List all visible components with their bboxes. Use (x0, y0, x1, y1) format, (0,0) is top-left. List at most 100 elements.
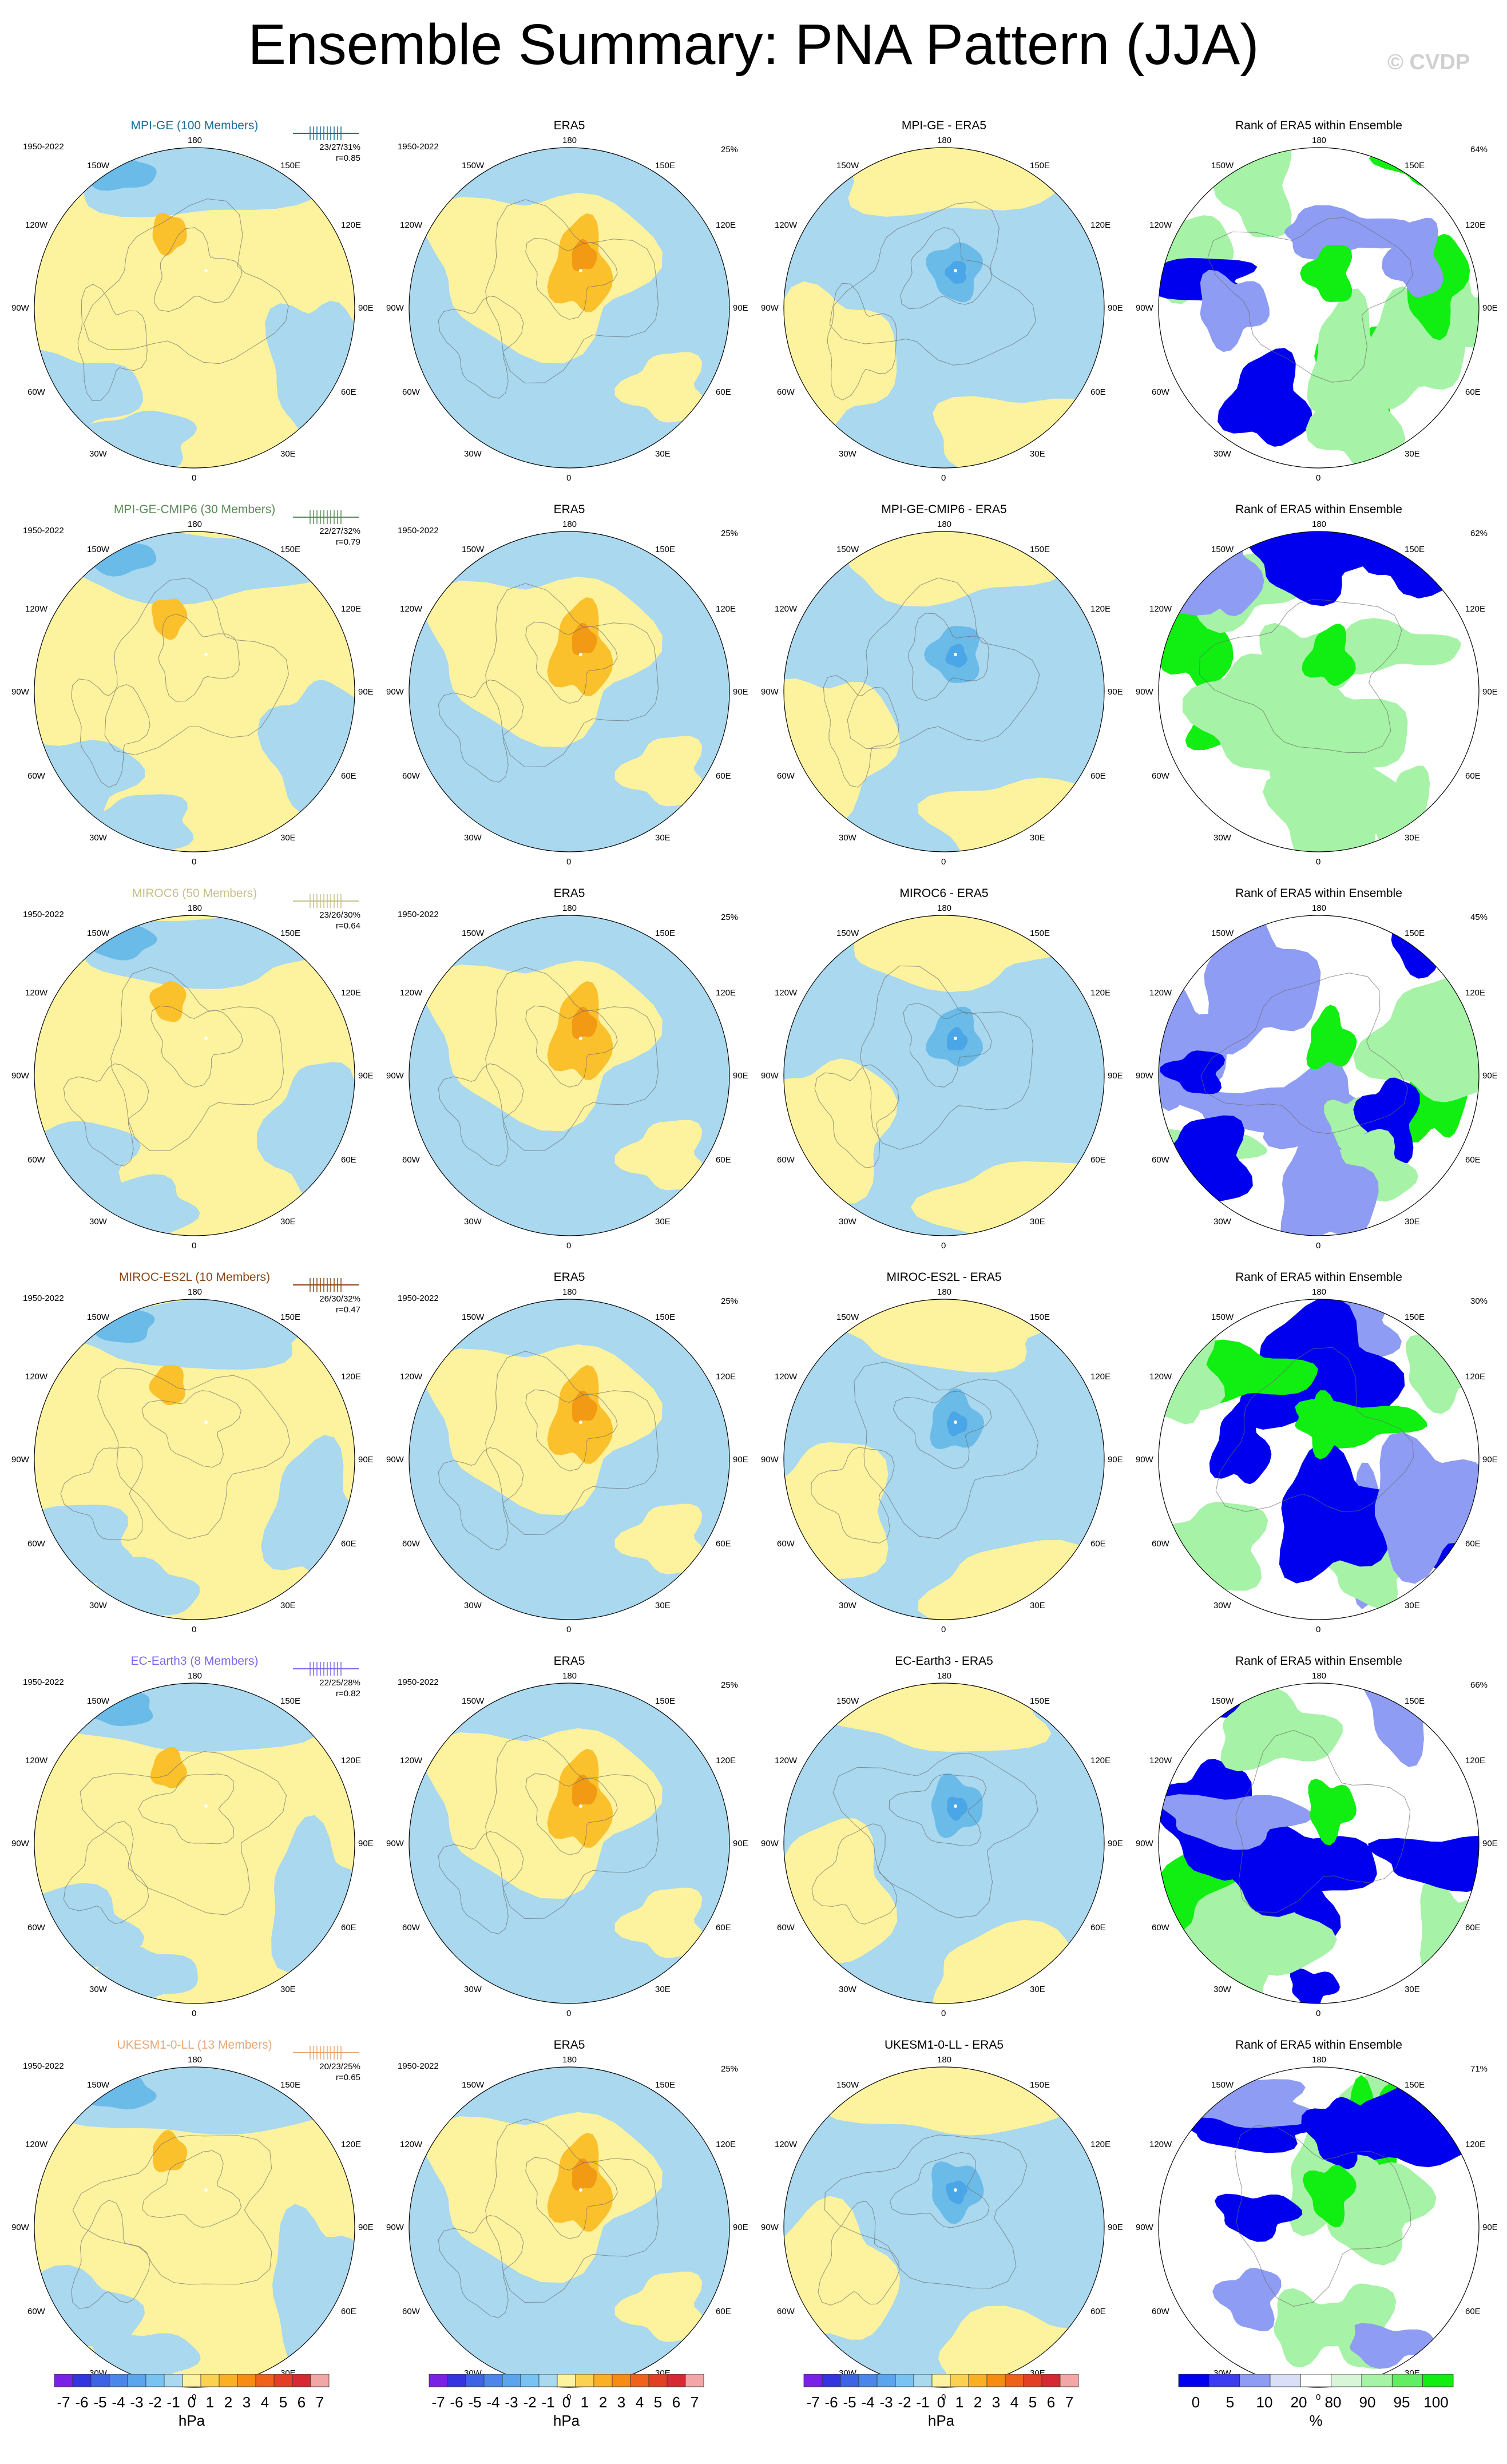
map-label-upper-left-1: 150W (836, 1312, 859, 1322)
colorbar-tick-label: -2 (148, 2394, 161, 2411)
period-label: 1950-2022 (398, 2061, 439, 2071)
coastline-layer (63, 1751, 287, 1924)
map-label-upper-right-1: 150E (655, 929, 675, 938)
map-label-right: 90E (1482, 2223, 1498, 2232)
map-region (34, 1121, 141, 1205)
map-label-top: 180 (188, 519, 202, 529)
map-label-right: 90E (733, 2223, 748, 2232)
polar-map: 180 0 90W 90E 150W 120W 150E 120E 60W 30W 60E 30E (761, 136, 1123, 483)
map-panel: ERA5 180 0 90W 90E 150W 120W 150E 120E 60W 30W 60E 3… (386, 503, 752, 880)
map-panel: MPI-GE-CMIP6 - ERA5 180 0 90W 90E 150W 120W 150… (761, 503, 1127, 880)
map-label-lower-left-1: 60W (777, 1539, 795, 1549)
map-anomaly-negative-strong (946, 1027, 968, 1051)
map-label-bottom: 0 (192, 473, 196, 483)
colorbar-swatch (968, 2374, 988, 2387)
map-label-lower-left-1: 60W (27, 1923, 46, 1933)
map-label-right: 90E (358, 1839, 374, 1848)
colorbar-swatch (164, 2374, 183, 2387)
map-label-upper-right-2: 120E (716, 988, 736, 998)
map-label-left: 90W (1136, 1071, 1154, 1081)
map-label-upper-left-1: 150W (1211, 1696, 1234, 1706)
colorbar-tick-label: -1 (166, 2394, 180, 2411)
colorbar-tick-label: 80 (1325, 2394, 1342, 2411)
colorbar-tick-label: -2 (523, 2394, 536, 2411)
map-label-lower-right-1: 60E (1090, 771, 1106, 781)
pattern-stats-corr: r=0.47 (336, 1305, 360, 1315)
map-label-left: 90W (761, 303, 779, 313)
map-label-lower-left-1: 60W (1152, 771, 1170, 781)
coastline-layer (438, 583, 659, 783)
map-label-right: 90E (733, 687, 748, 697)
polar-map: 180 0 90W 90E 150W 120W 150E 120E 60W 30W 60E 30E (1136, 1287, 1498, 1634)
map-label-bottom: 0 (941, 1625, 946, 1634)
map-label-upper-right-2: 120E (341, 1372, 361, 1382)
colorbar-tick-label: -5 (843, 2394, 856, 2411)
map-label-top: 180 (937, 903, 951, 913)
map-label-lower-left-1: 60W (777, 771, 795, 781)
map-label-lower-left-1: 60W (27, 387, 46, 397)
colorbar-swatch (1361, 2374, 1393, 2387)
map-label-lower-left-2: 30W (839, 833, 857, 843)
map-label-upper-right-2: 120E (716, 1372, 736, 1382)
coastline-layer (438, 1351, 659, 1550)
rank-region (1178, 531, 1264, 617)
member-spread-strip (293, 126, 359, 140)
map-label-lower-left-1: 60W (27, 1155, 46, 1165)
map-label-right: 90E (1108, 2223, 1123, 2232)
polar-map: 180 0 90W 90E 150W 120W 150E 120E 60W 30W 60E 30E (761, 903, 1123, 1251)
map-label-upper-right-2: 120E (1465, 1372, 1485, 1382)
map-label-left: 90W (11, 687, 30, 697)
map-anomaly-positive (149, 981, 187, 1022)
polar-map: 180 0 90W 90E 150W 120W 150E 120E 60W 30W 60E 30E (11, 136, 374, 483)
colorbar-tick-label: 4 (636, 2394, 644, 2411)
rank-region (1209, 1398, 1272, 1485)
polar-map: 180 0 90W 90E 150W 120W 150E 120E 60W 30W 60E 30E (11, 1287, 374, 1634)
rank-region (1182, 653, 1304, 771)
map-border (783, 147, 1105, 469)
coastline-layer (438, 2118, 659, 2318)
map-region (425, 576, 663, 748)
map-region (34, 1883, 145, 1968)
map-label-lower-right-2: 30E (280, 833, 296, 843)
variance-pct: 25% (721, 145, 739, 154)
map-label-upper-right-2: 120E (1465, 220, 1485, 230)
map-label-right: 90E (1482, 687, 1498, 697)
map-label-upper-left-2: 120W (400, 988, 423, 998)
rank-region (1263, 762, 1410, 852)
map-label-lower-right-2: 30E (280, 449, 296, 459)
colorbar-tick-label: 7 (691, 2394, 699, 2411)
map-label-top: 180 (562, 1287, 577, 1297)
colorbar-tick-label: 3 (617, 2394, 625, 2411)
map-label-top: 180 (562, 519, 577, 529)
map-label-upper-right-2: 120E (341, 988, 361, 998)
panel-title: ERA5 (553, 119, 585, 132)
map-region (34, 1505, 136, 1586)
map-label-top: 180 (1312, 1287, 1326, 1297)
variance-pct: 25% (721, 912, 739, 922)
map-label-lower-left-1: 60W (27, 2307, 46, 2316)
panel-title: ERA5 (553, 2038, 585, 2052)
colorbar-tick-label: -6 (450, 2394, 463, 2411)
colorbar-swatch (858, 2374, 878, 2387)
pattern-stats-corr: r=0.82 (336, 1689, 360, 1699)
map-border (409, 531, 730, 852)
map-label-bottom: 0 (192, 1625, 196, 1634)
map-label-upper-left-2: 120W (25, 988, 48, 998)
map-label-upper-left-1: 150W (836, 2080, 859, 2090)
colorbar-swatch (913, 2374, 933, 2387)
colorbar-swatch (1300, 2374, 1332, 2387)
panel-title: Rank of ERA5 within Ensemble (1235, 119, 1402, 132)
map-label-upper-left-1: 150W (87, 545, 110, 554)
map-label-lower-right-2: 30E (280, 1601, 296, 1610)
map-label-upper-right-2: 120E (716, 2140, 736, 2149)
map-label-right: 90E (733, 1455, 748, 1465)
colorbar-tick-label: 20 (1291, 2394, 1307, 2411)
rank-region (1227, 1818, 1377, 1917)
coastline-layer (438, 1735, 659, 1934)
colorbar-swatch (803, 2374, 823, 2387)
map-label-upper-right-1: 150E (1405, 161, 1425, 170)
member-spread-strip (293, 1278, 359, 1292)
coastline-layer (77, 198, 289, 402)
map-label-lower-right-1: 60E (716, 771, 731, 781)
map-label-lower-right-1: 60E (716, 1923, 731, 1933)
